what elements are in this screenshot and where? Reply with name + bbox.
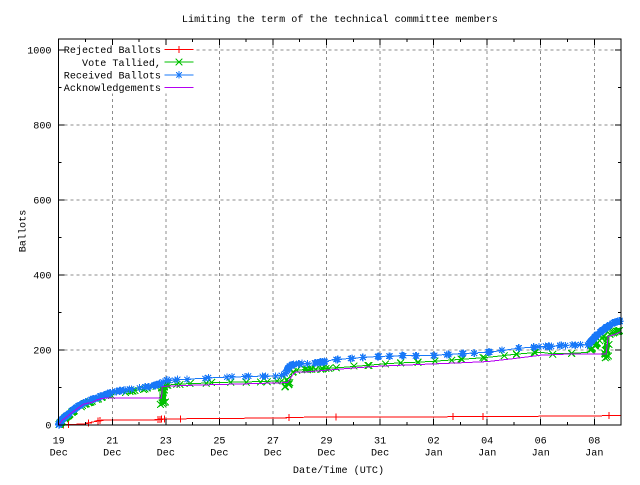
svg-text:Acknowledgements: Acknowledgements (64, 83, 161, 95)
svg-text:Dec: Dec (157, 449, 175, 460)
svg-text:19: 19 (53, 436, 65, 447)
svg-text:Dec: Dec (264, 449, 282, 460)
svg-text:Date/Time (UTC): Date/Time (UTC) (293, 465, 384, 477)
svg-text:Jan: Jan (585, 449, 603, 460)
svg-text:Jan: Jan (532, 449, 550, 460)
svg-text:600: 600 (33, 197, 51, 208)
svg-text:06: 06 (535, 436, 547, 447)
svg-text:Vote Tallied,: Vote Tallied, (82, 58, 161, 70)
svg-text:31: 31 (374, 436, 386, 447)
svg-text:Ballots: Ballots (18, 210, 30, 253)
svg-text:Jan: Jan (478, 449, 496, 460)
svg-text:Jan: Jan (424, 449, 442, 460)
svg-text:Limiting the term of the techn: Limiting the term of the technical commi… (182, 14, 498, 26)
svg-text:200: 200 (33, 347, 51, 358)
svg-text:29: 29 (320, 436, 332, 447)
svg-text:27: 27 (267, 436, 279, 447)
svg-text:02: 02 (428, 436, 440, 447)
svg-text:400: 400 (33, 272, 51, 283)
svg-text:08: 08 (588, 436, 600, 447)
svg-text:21: 21 (106, 436, 118, 447)
svg-text:Dec: Dec (103, 449, 121, 460)
svg-text:25: 25 (213, 436, 225, 447)
svg-text:Received Ballots: Received Ballots (64, 71, 161, 83)
svg-text:Dec: Dec (50, 449, 68, 460)
svg-text:0: 0 (45, 422, 51, 433)
svg-text:Dec: Dec (371, 449, 389, 460)
svg-text:Dec: Dec (210, 449, 228, 460)
svg-text:1000: 1000 (27, 47, 51, 58)
svg-text:23: 23 (160, 436, 172, 447)
svg-text:800: 800 (33, 122, 51, 133)
svg-text:Dec: Dec (317, 449, 335, 460)
svg-text:Rejected Ballots: Rejected Ballots (64, 45, 161, 57)
svg-text:04: 04 (481, 436, 493, 447)
